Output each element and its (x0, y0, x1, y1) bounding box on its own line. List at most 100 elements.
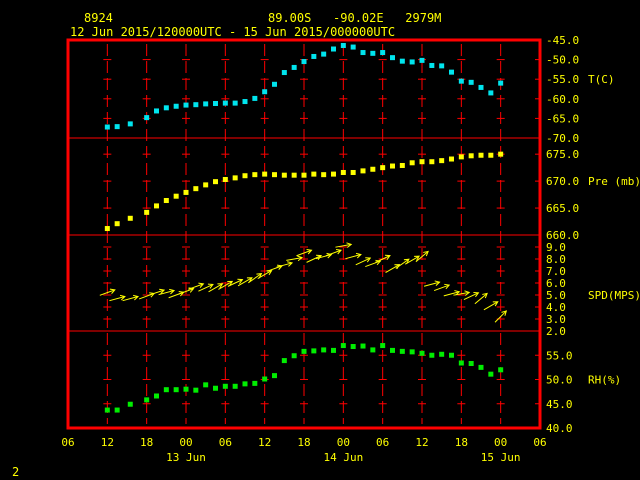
x-tick-label: 06 (61, 436, 74, 449)
data-point-pressure (154, 203, 159, 209)
wind-arrow (463, 292, 480, 301)
wind-arrow (474, 292, 488, 305)
data-point-temperature (321, 51, 327, 57)
x-tick-label: 18 (140, 436, 153, 449)
data-point-pressure (183, 189, 189, 195)
data-point-temperature (213, 101, 218, 107)
data-point-pressure (360, 168, 366, 174)
wind-arrow-shaft (375, 255, 391, 263)
data-point-pressure (350, 169, 356, 175)
x-tick-label: 18 (455, 436, 468, 449)
wind-arrow-head (133, 294, 140, 301)
wind-arrow (325, 249, 342, 257)
wind-arrow-shaft (247, 273, 262, 284)
data-point-humidity (409, 349, 415, 355)
data-point-humidity (163, 387, 169, 393)
wind-arrow-head (346, 242, 353, 248)
data-point-pressure (213, 179, 218, 185)
data-point-humidity (439, 351, 445, 357)
wind-arrow-head (473, 292, 480, 298)
wind-arrow-shaft (325, 249, 342, 257)
data-point-temperature (498, 80, 504, 86)
wind-arrow-head (355, 252, 362, 259)
data-point-humidity (127, 401, 133, 407)
x-tick-label: 00 (494, 436, 507, 449)
wind-arrow (296, 249, 313, 257)
data-point-pressure (114, 221, 120, 227)
data-point-temperature (409, 59, 415, 65)
data-point-temperature (222, 100, 228, 106)
data-point-temperature (183, 102, 189, 108)
data-point-humidity (144, 397, 150, 403)
data-point-pressure (429, 159, 435, 165)
wind-arrow-shaft (385, 264, 400, 274)
wind-arrow (109, 294, 126, 302)
station-id: 8924 (84, 11, 113, 25)
tick-label-humidity: 50.0 (546, 374, 573, 387)
wind-arrow-head (159, 288, 166, 295)
wind-arrow (415, 250, 429, 263)
wind-arrow-shaft (453, 291, 470, 296)
wind-arrow-head (464, 290, 471, 296)
time-period: 12 Jun 2015/120000UTC - 15 Jun 2015/0000… (70, 25, 396, 39)
tick-label-wind: 4.0 (546, 301, 566, 314)
wind-arrow-shaft (404, 255, 420, 265)
data-point-temperature (291, 64, 297, 70)
data-point-humidity (173, 387, 179, 393)
data-point-temperature (114, 124, 120, 130)
data-point-pressure (222, 176, 228, 182)
data-point-humidity (449, 352, 454, 358)
wind-arrow-shaft (355, 257, 371, 266)
data-point-pressure (380, 165, 386, 171)
tick-label-temperature: -60.0 (546, 93, 579, 106)
data-point-humidity (321, 347, 327, 353)
data-point-humidity (429, 352, 435, 358)
data-point-humidity (399, 348, 405, 354)
wind-arrow-head (482, 292, 488, 299)
data-point-temperature (370, 50, 376, 56)
tick-label-pressure: 670.0 (546, 175, 579, 188)
data-point-humidity (498, 367, 504, 373)
wind-arrow-shaft (494, 310, 507, 323)
x-tick-label: 06 (533, 436, 546, 449)
data-point-temperature (252, 95, 258, 101)
data-point-pressure (301, 172, 307, 178)
wind-arrow-shaft (122, 296, 139, 302)
wind-arrow-shaft (296, 249, 312, 257)
x-tick-label: 06 (376, 436, 389, 449)
wind-arrow-head (198, 282, 205, 288)
data-point-humidity (193, 387, 199, 393)
data-point-humidity (154, 393, 159, 399)
data-point-humidity (252, 380, 258, 386)
wind-arrow-head (501, 310, 508, 316)
tick-label-humidity: 45.0 (546, 398, 573, 411)
wind-arrow-head (414, 255, 420, 261)
data-point-pressure (439, 158, 445, 164)
data-point-humidity (232, 383, 238, 389)
wind-arrow (483, 301, 499, 311)
data-point-temperature (360, 50, 366, 56)
x-tick-label: 06 (219, 436, 232, 449)
wind-arrow-shaft (365, 260, 381, 268)
data-point-humidity (222, 383, 228, 389)
tick-label-wind: 6.0 (546, 277, 566, 290)
wind-arrow-head (365, 257, 372, 263)
data-point-humidity (104, 407, 110, 413)
wind-arrow (433, 283, 451, 292)
date-label: 15 Jun (481, 451, 521, 464)
wind-arrow-head (375, 259, 382, 266)
panel-label-temperature: T(C) (588, 73, 615, 86)
data-point-temperature (478, 84, 484, 90)
tick-label-humidity: 55.0 (546, 349, 573, 362)
wind-arrow-shaft (257, 270, 272, 280)
wind-arrow-head (454, 290, 461, 296)
wind-arrow-head (109, 288, 116, 294)
wind-arrow-shaft (474, 293, 488, 305)
wind-arrow-shaft (483, 301, 499, 311)
data-point-humidity (340, 343, 346, 349)
data-point-humidity (213, 385, 218, 391)
tick-label-wind: 7.0 (546, 265, 566, 278)
data-point-humidity (291, 353, 297, 359)
wind-arrow-shaft (148, 289, 165, 296)
